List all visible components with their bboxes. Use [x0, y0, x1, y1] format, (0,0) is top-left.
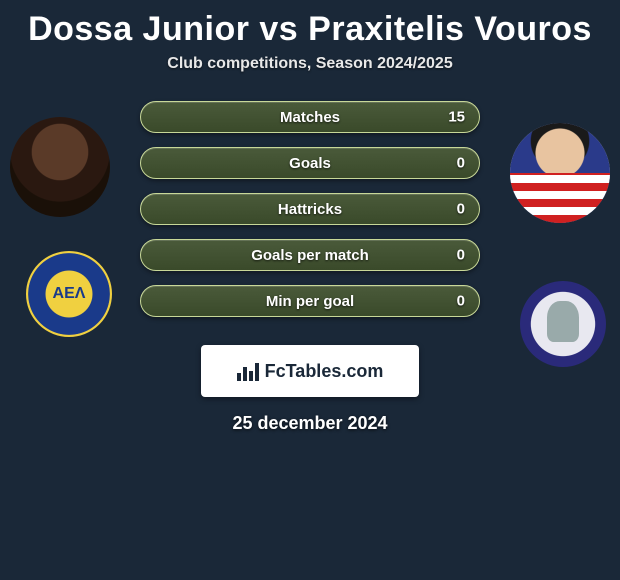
stat-value-right: 0 — [457, 293, 465, 310]
club-right-badge — [520, 281, 606, 367]
stat-bars: Matches 15 Goals 0 Hattricks 0 Goals per… — [140, 101, 480, 317]
date-text: 25 december 2024 — [0, 413, 620, 434]
stat-label: Goals — [289, 155, 331, 172]
player-right-avatar — [510, 123, 610, 223]
stat-row-goals: Goals 0 — [140, 147, 480, 179]
stat-row-mpg: Min per goal 0 — [140, 285, 480, 317]
club-left-crest — [26, 251, 112, 337]
stat-value-right: 0 — [457, 201, 465, 218]
comparison-content: Matches 15 Goals 0 Hattricks 0 Goals per… — [0, 101, 620, 434]
stat-label: Min per goal — [266, 293, 354, 310]
stat-value-right: 15 — [448, 109, 465, 126]
stat-value-right: 0 — [457, 247, 465, 264]
player-left-photo — [10, 117, 110, 217]
stat-row-hattricks: Hattricks 0 — [140, 193, 480, 225]
player-right-photo — [510, 123, 610, 223]
stat-label: Goals per match — [251, 247, 369, 264]
branding-box: FcTables.com — [201, 345, 419, 397]
stat-label: Matches — [280, 109, 340, 126]
stat-value-right: 0 — [457, 155, 465, 172]
chart-icon — [237, 361, 259, 381]
stat-label: Hattricks — [278, 201, 342, 218]
branding-text: FcTables.com — [265, 361, 384, 382]
stat-row-gpm: Goals per match 0 — [140, 239, 480, 271]
stat-row-matches: Matches 15 — [140, 101, 480, 133]
page-title: Dossa Junior vs Praxitelis Vouros — [0, 0, 620, 55]
subtitle: Club competitions, Season 2024/2025 — [0, 55, 620, 101]
club-left-badge — [26, 251, 112, 337]
club-right-crest — [520, 281, 606, 367]
player-left-avatar — [10, 117, 110, 217]
